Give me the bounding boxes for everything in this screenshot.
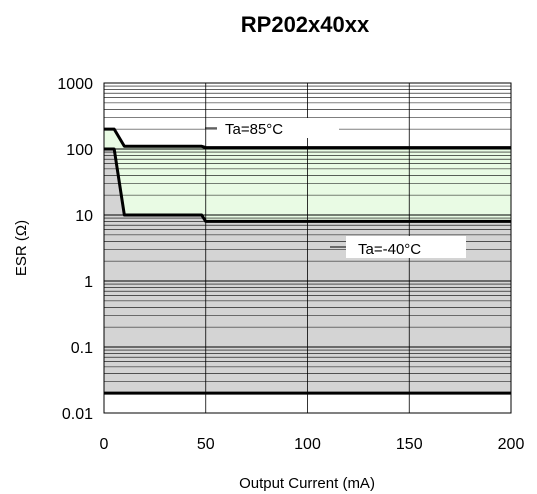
x-tick-label: 100 [294, 436, 321, 453]
series-line-0 [104, 127, 511, 150]
x-tick-labels: 0 50 100 150 200 [100, 436, 525, 453]
y-tick-label: 1 [84, 274, 93, 291]
x-axis-label: Output Current (mA) [239, 475, 375, 492]
y-tick-label: 0.01 [62, 406, 93, 423]
annotation-minus40c: Ta=-40°C [330, 236, 466, 258]
y-axis-label: ESR (Ω) [13, 220, 30, 276]
x-tick-label: 150 [396, 436, 423, 453]
annotation-85c-text: Ta=85°C [225, 121, 283, 138]
annotation-85c: Ta=85°C [205, 118, 339, 138]
y-tick-label: 100 [66, 142, 93, 159]
y-tick-label: 0.1 [71, 340, 93, 357]
y-tick-label: 1000 [57, 76, 93, 93]
annotation-minus40c-text: Ta=-40°C [358, 241, 421, 258]
x-tick-label: 200 [498, 436, 525, 453]
x-tick-label: 50 [197, 436, 215, 453]
chart-title: RP202x40xx [241, 12, 370, 37]
y-tick-labels: 0.01 0.1 1 10 100 1000 [57, 76, 93, 423]
y-tick-label: 10 [75, 208, 93, 225]
x-tick-label: 0 [100, 436, 109, 453]
series-line-1 [104, 147, 511, 223]
series-lines [104, 127, 511, 395]
plot-frame [103, 82, 512, 414]
